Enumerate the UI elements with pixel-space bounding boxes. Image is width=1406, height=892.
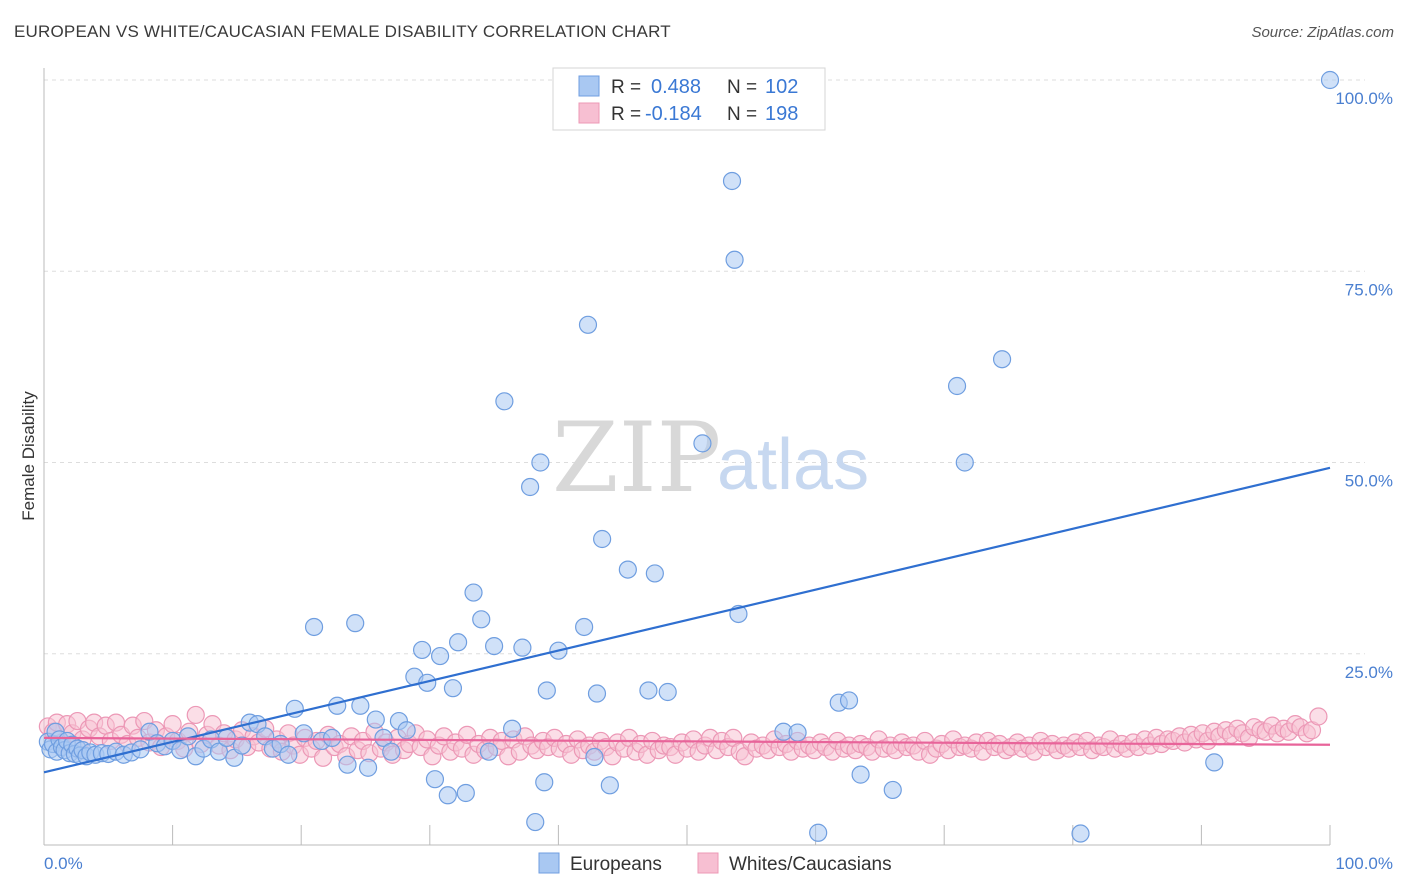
bottom-legend-swatch-europeans <box>538 852 560 874</box>
legend-swatch-europeans <box>578 75 600 97</box>
europeans-point <box>397 721 416 740</box>
europeans-point <box>366 710 385 729</box>
europeans-point <box>346 614 365 633</box>
europeans-point <box>232 736 252 755</box>
europeans-point <box>294 724 313 743</box>
europeans-point <box>1071 824 1090 843</box>
gridlines <box>44 79 1365 655</box>
legend-swatch-whites <box>578 102 600 124</box>
legend-n-label-whites: N = <box>727 104 757 125</box>
europeans-point <box>464 583 483 602</box>
chart-title: EUROPEAN VS WHITE/CAUCASIAN FEMALE DISAB… <box>14 22 671 41</box>
whites-caucasians-point <box>163 715 182 734</box>
whites-caucasians-trendline <box>43 736 1331 746</box>
europeans-point <box>639 681 658 700</box>
europeans-point <box>304 617 324 637</box>
europeans-point <box>479 742 499 761</box>
legend-n-label-europeans: N = <box>727 77 757 98</box>
source-credit: Source: ZipAtlas.com <box>1251 24 1394 41</box>
x-tick-label-max: 100.0% <box>1335 854 1393 873</box>
europeans-point <box>358 758 378 777</box>
europeans-point <box>693 434 712 453</box>
series-europeans <box>38 70 1340 843</box>
europeans-point <box>722 171 742 191</box>
europeans-point <box>322 728 342 748</box>
europeans-point <box>521 477 540 497</box>
europeans-trendline <box>43 466 1331 774</box>
correlation-legend: R = 0.488 N = 102 R = -0.184 N = 198 <box>552 67 826 131</box>
europeans-point <box>279 745 298 764</box>
europeans-point <box>578 315 598 334</box>
europeans-point <box>1205 753 1224 772</box>
europeans-point <box>448 633 468 652</box>
europeans-point <box>1320 70 1340 90</box>
y-axis-label: Female Disability <box>19 391 38 521</box>
y-tick-labels: 25.0% 50.0% 75.0% 100.0% <box>1335 89 1393 682</box>
europeans-point <box>788 723 807 742</box>
europeans-point <box>839 691 859 710</box>
x-tick-label-min: 0.0% <box>44 854 83 873</box>
europeans-point <box>209 742 228 761</box>
europeans-point <box>658 682 677 702</box>
europeans-point <box>495 392 514 411</box>
europeans-point <box>503 719 522 738</box>
europeans-point <box>851 765 870 784</box>
europeans-point <box>531 453 550 472</box>
europeans-point <box>618 560 637 579</box>
europeans-point <box>513 638 532 657</box>
watermark-atlas: atlas <box>717 425 869 505</box>
europeans-point <box>600 776 619 795</box>
europeans-point <box>472 610 491 629</box>
europeans-point <box>443 679 463 698</box>
europeans-point <box>955 453 974 472</box>
europeans-point <box>438 786 457 805</box>
europeans-point <box>575 617 594 637</box>
europeans-point <box>725 250 744 269</box>
legend-r-label-europeans: R = <box>611 77 641 98</box>
europeans-point <box>645 564 664 583</box>
x-axis-ticks <box>172 825 1331 845</box>
y-tick-label: 25.0% <box>1345 663 1393 682</box>
europeans-point <box>171 741 190 760</box>
whites-caucasians-point <box>1309 707 1328 726</box>
europeans-point <box>430 646 450 666</box>
europeans-point <box>328 696 347 715</box>
europeans-point <box>382 742 401 761</box>
europeans-point <box>593 529 612 549</box>
europeans-point <box>537 681 556 700</box>
legend-r-value-europeans: 0.488 <box>651 76 701 98</box>
europeans-point <box>992 350 1012 369</box>
europeans-point <box>526 812 545 832</box>
europeans-point <box>585 747 604 767</box>
watermark-zip: ZIP <box>552 402 721 514</box>
legend-n-value-europeans: 102 <box>765 76 798 98</box>
europeans-point <box>587 684 607 703</box>
trendlines <box>43 466 1331 774</box>
europeans-point <box>425 770 445 789</box>
europeans-point <box>374 728 393 748</box>
whites-caucasians-point <box>186 705 205 725</box>
legend-r-value-whites: -0.184 <box>645 103 702 125</box>
bottom-legend-label-whites: Whites/Caucasians <box>729 854 892 875</box>
europeans-point <box>809 823 828 842</box>
europeans-point <box>485 636 504 656</box>
y-tick-label: 100.0% <box>1335 89 1393 108</box>
europeans-point <box>412 640 432 660</box>
legend-r-label-whites: R = <box>611 104 641 125</box>
series-legend: Europeans Whites/Caucasians <box>538 852 892 875</box>
bottom-legend-swatch-whites <box>697 852 719 874</box>
europeans-point <box>883 780 902 800</box>
europeans-point <box>456 783 475 803</box>
europeans-point <box>535 773 554 792</box>
europeans-point <box>947 376 967 396</box>
y-tick-label: 50.0% <box>1345 472 1393 491</box>
y-tick-label: 75.0% <box>1345 280 1393 299</box>
bottom-legend-label-europeans: Europeans <box>570 854 662 875</box>
legend-n-value-whites: 198 <box>765 103 798 125</box>
europeans-point <box>338 755 357 774</box>
